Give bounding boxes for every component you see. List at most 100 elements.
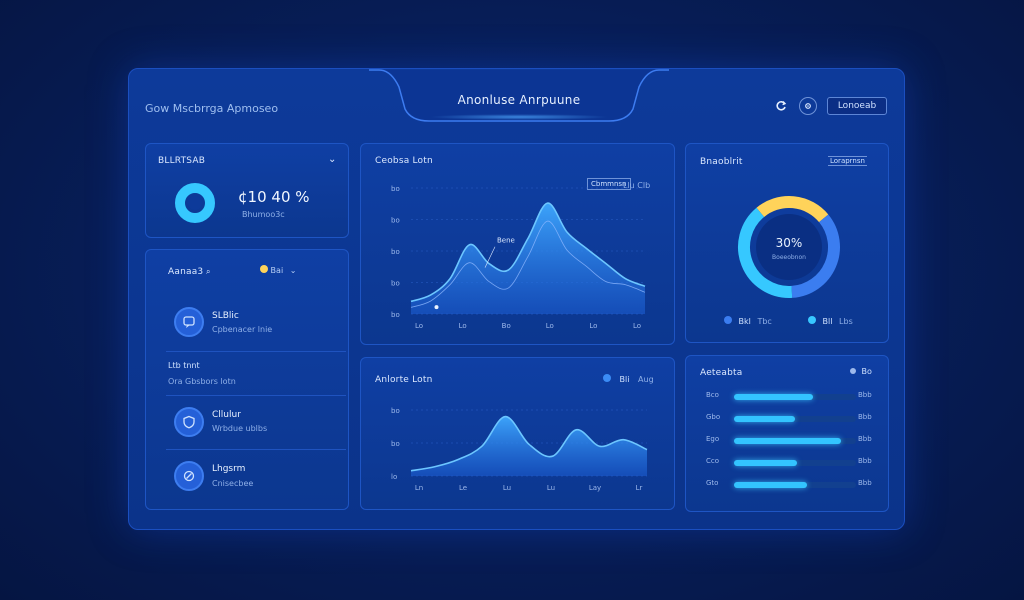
area-fill: [411, 416, 647, 476]
header-action-button[interactable]: Lonoeab: [827, 97, 887, 115]
bar-fill[interactable]: [734, 438, 842, 444]
y-tick-label: bo: [391, 248, 400, 256]
chart2-legend-label: Aug: [638, 375, 654, 384]
link-icon: [183, 470, 195, 482]
top-bar: Gow Mscbrrga Apmoseo Anonluse Anrpuune L…: [129, 69, 904, 129]
profile-sub-1: Cpbenacer lnie: [212, 325, 273, 334]
search-icon[interactable]: ⌕: [206, 267, 211, 276]
bar-label: Gto: [706, 479, 719, 487]
area-fill: [411, 203, 645, 314]
donut-slice[interactable]: [756, 196, 829, 223]
bar-value-label: Bbb: [858, 413, 872, 421]
chart-card-1: Ceobsa Lotn Cbmmnsn Llu Clb bo bo bo bo bo Lo…: [360, 143, 675, 345]
chart1-legend-label: Cbmmnsn: [587, 178, 631, 190]
profiles-badge[interactable]: Bai ⌄: [260, 265, 296, 275]
legend-value: Lbs: [839, 317, 853, 326]
divider: [166, 395, 346, 396]
chart2-legend-value: Bli: [619, 375, 630, 384]
donut-title: Bnaoblrit: [700, 157, 743, 167]
chevron-down-icon[interactable]: ⌄: [328, 154, 337, 165]
chart2-legend[interactable]: Bli Aug: [603, 374, 654, 384]
legend-value: Tbc: [757, 317, 772, 326]
bar-label: Gbo: [706, 413, 721, 421]
secondary-line: [410, 220, 646, 308]
bars-filter-label: Bo: [861, 367, 872, 376]
chevron-down-icon: ⌄: [289, 266, 297, 275]
x-tick-label: Lo: [415, 322, 423, 330]
area-line: [410, 202, 646, 303]
bars-card: Aeteabta Bo Bco Bbb Gbo Bbb Ego Bbb Cco Bbb Gto B…: [685, 355, 889, 512]
y-tick-label: bo: [391, 440, 400, 448]
bar-label: Bco: [706, 391, 719, 399]
donut-center-value: 30%: [775, 236, 803, 250]
bar-fill[interactable]: [734, 482, 808, 488]
y-tick-label: bo: [391, 407, 400, 415]
settings-icon[interactable]: [799, 97, 817, 115]
chart2-plot[interactable]: bo bo lo Ln Le Lu Lu Lay Lr: [361, 358, 676, 511]
bar-track: [734, 482, 856, 488]
bar-value-label: Bbb: [858, 391, 872, 399]
bar-track: [734, 460, 856, 466]
legend-dot: [808, 316, 816, 324]
profiles-header-label: Aanaa3: [168, 267, 204, 277]
donut-legend-2[interactable]: Bll Lbs: [808, 316, 853, 326]
kpi-title: BLLRTSAB: [158, 156, 206, 166]
x-tick-label: Lo: [546, 322, 554, 330]
profile-avatar-2[interactable]: [174, 407, 204, 437]
profile-name-2: Cllulur: [212, 410, 241, 420]
donut-slice[interactable]: [738, 207, 793, 298]
bar-value-label: Bbb: [858, 435, 872, 443]
donut-legend-1[interactable]: Bkl Tbc: [724, 316, 772, 326]
chart-card-2: Anlorte Lotn Bli Aug bo bo lo Ln Le Lu Lu Lay Lr: [360, 357, 675, 510]
shield-icon: [183, 415, 195, 429]
chart1-plot[interactable]: bo bo bo bo bo Lo Lo Bo Lo Lo Lo Bene: [361, 144, 676, 346]
section-sub: Ora Gbsbors lotn: [168, 377, 236, 386]
filter-dot: [850, 368, 856, 374]
bar-fill[interactable]: [734, 416, 795, 422]
annotation-leader: [484, 246, 496, 268]
page-title: Anonluse Anrpuune: [457, 93, 581, 107]
bars-title: Aeteabta: [700, 368, 743, 378]
bar-track: [734, 438, 856, 444]
x-tick-label: Lo: [589, 322, 597, 330]
donut-chart[interactable]: [736, 194, 842, 300]
x-tick-label: Lo: [633, 322, 641, 330]
profile-name-3: Lhgsrm: [212, 464, 246, 474]
refresh-icon[interactable]: [772, 97, 790, 115]
kpi-ring: [175, 183, 215, 223]
y-tick-label: lo: [391, 473, 397, 481]
bar-track: [734, 416, 856, 422]
bars-filter[interactable]: Bo: [850, 367, 872, 376]
kpi-sub: Bhumoo3c: [242, 210, 285, 219]
donut-card: Bnaoblrit Loraprnsn 30% Boeeobnon Bkl Tb…: [685, 143, 889, 343]
profile-sub-2: Wrbdue ublbs: [212, 424, 268, 433]
donut-header-button[interactable]: Loraprnsn: [828, 156, 867, 166]
donut-slice[interactable]: [791, 214, 840, 298]
x-tick-label: Ln: [415, 484, 423, 492]
chart1-legend-value: Llu Clb: [623, 181, 651, 190]
y-tick-label: bo: [391, 217, 400, 225]
brand-name: Gow Mscbrrga Apmoseo: [145, 102, 279, 115]
legend-label: Bll: [822, 317, 833, 326]
chart2-title: Anlorte Lotn: [375, 375, 433, 385]
bar-fill[interactable]: [734, 460, 798, 466]
profiles-badge-label: Bai: [270, 266, 284, 275]
legend-dot: [603, 374, 611, 382]
profile-avatar-1[interactable]: [174, 307, 204, 337]
x-tick-label: Lay: [589, 484, 601, 492]
title-tab-shape: [369, 69, 669, 122]
bar-value-label: Bbb: [858, 479, 872, 487]
bar-fill[interactable]: [734, 394, 814, 400]
donut-hole: [756, 214, 822, 280]
chart1-title: Ceobsa Lotn: [375, 156, 433, 166]
x-tick-label: Lo: [459, 322, 467, 330]
donut-center-sub: Boeeobnon: [772, 254, 806, 261]
profile-avatar-3[interactable]: [174, 461, 204, 491]
section-title: Ltb tnnt: [168, 361, 200, 370]
x-tick-label: Bo: [502, 322, 511, 330]
divider: [166, 351, 346, 352]
y-tick-label: bo: [391, 185, 400, 193]
divider: [166, 449, 346, 450]
bar-label: Ego: [706, 435, 720, 443]
profile-sub-3: Cnisecbee: [212, 479, 254, 488]
